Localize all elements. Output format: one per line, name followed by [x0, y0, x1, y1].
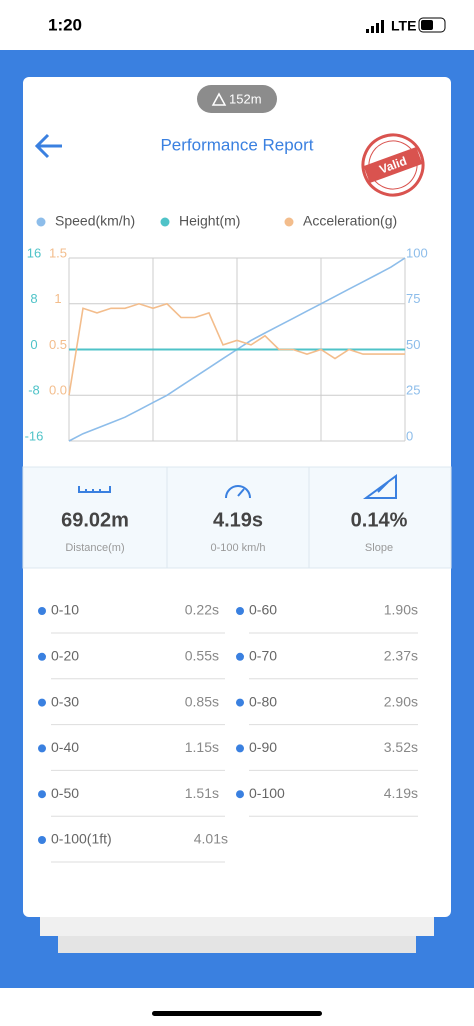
- split-label: 0-70: [249, 648, 277, 664]
- y2-tick-label: 100: [406, 245, 428, 260]
- split-dot: [236, 652, 244, 661]
- split-dot: [38, 698, 46, 707]
- split-dot: [38, 607, 46, 615]
- stat-value: 4.19s: [213, 509, 263, 531]
- legend-dot: [284, 217, 294, 227]
- stat-value: 69.02m: [61, 509, 129, 531]
- y3-tick-label: 0.5: [49, 337, 67, 352]
- legend-dot: [36, 217, 46, 227]
- legend-dot: [160, 217, 170, 227]
- split-time: 4.01s: [194, 831, 228, 847]
- split-dot: [38, 836, 46, 844]
- split-time: 1.90s: [384, 602, 418, 618]
- split-label: 0-100: [249, 785, 285, 801]
- y-tick-label: -16: [25, 428, 44, 443]
- signal: [366, 20, 384, 33]
- stat-value: 0.14%: [351, 509, 408, 531]
- y-tick-label: -8: [28, 383, 40, 398]
- title: Performance Report: [160, 135, 313, 154]
- split-label: 0-60: [249, 602, 277, 618]
- split-time: 3.52s: [384, 739, 418, 755]
- y2-tick-label: 50: [406, 337, 420, 352]
- y-tick-label: 8: [30, 291, 37, 306]
- split-label: 0-90: [249, 739, 277, 755]
- y2-tick-label: 0: [406, 428, 413, 443]
- y3-tick-label: 1: [54, 291, 61, 306]
- badge-text: 152m: [229, 91, 262, 106]
- split-time: 2.90s: [384, 693, 418, 709]
- battery-level: [421, 20, 433, 30]
- network: LTE: [391, 18, 416, 34]
- y3-tick-label: 0.0: [49, 383, 67, 398]
- split-time: 0.22s: [185, 602, 219, 618]
- split-label: 0-30: [51, 693, 79, 709]
- legend-label: Acceleration(g): [303, 213, 397, 229]
- split-time: 2.37s: [384, 648, 418, 664]
- split-dot: [38, 790, 46, 799]
- home-indicator: [152, 1011, 322, 1016]
- split-dot: [236, 744, 244, 753]
- split-label: 0-80: [249, 693, 277, 709]
- stats-panel: [22, 466, 452, 569]
- badge-icon: [211, 92, 227, 106]
- split-dot: [38, 652, 46, 661]
- split-time: 1.51s: [185, 785, 219, 801]
- legend-label: Speed(km/h): [55, 213, 135, 229]
- badge: [197, 85, 277, 113]
- speed-icon: [225, 485, 251, 499]
- split-label: 0-50: [51, 785, 79, 801]
- split-dot: [236, 698, 244, 707]
- y2-tick-label: 75: [406, 291, 420, 306]
- y-tick-label: 0: [30, 337, 37, 352]
- split-dot: [236, 790, 244, 799]
- split-label: 0-40: [51, 739, 79, 755]
- split-label: 0-10: [51, 602, 79, 618]
- stat-label: Slope: [365, 542, 393, 554]
- split-time: 1.15s: [185, 739, 219, 755]
- back-button[interactable]: [34, 133, 62, 159]
- stat-label: Distance(m): [65, 542, 124, 554]
- split-dot: [236, 607, 244, 615]
- distance-icon: [78, 486, 111, 493]
- series-line: [68, 302, 405, 396]
- legend-label: Height(m): [179, 213, 240, 229]
- split-label: 0-20: [51, 648, 79, 664]
- split-time: 0.85s: [185, 693, 219, 709]
- split-time: 0.55s: [185, 648, 219, 664]
- y2-tick-label: 25: [406, 383, 420, 398]
- y3-tick-label: 1.5: [49, 245, 67, 260]
- slope-icon: [362, 474, 397, 499]
- stamp: Valid: [361, 133, 425, 197]
- split-dot: [38, 744, 46, 753]
- time: 1:20: [48, 15, 82, 34]
- split-time: 4.19s: [384, 785, 418, 801]
- stat-label: 0-100 km/h: [210, 542, 265, 554]
- split-label: 0-100(1ft): [51, 831, 112, 847]
- y-tick-label: 16: [27, 245, 41, 260]
- battery: [418, 17, 446, 33]
